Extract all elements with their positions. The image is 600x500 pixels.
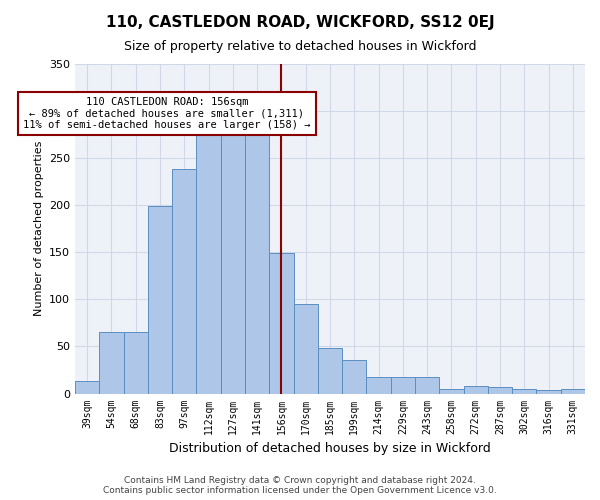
Bar [196,132,221,394]
Y-axis label: Number of detached properties: Number of detached properties [34,141,44,316]
Bar [100,332,124,394]
Bar [221,130,245,394]
Bar [318,348,342,394]
Bar [488,387,512,394]
Bar [172,170,196,394]
Bar [464,386,488,394]
Text: Size of property relative to detached houses in Wickford: Size of property relative to detached ho… [124,40,476,53]
Bar [439,389,464,394]
Bar [148,206,172,394]
Bar [391,376,415,394]
Bar [536,390,561,394]
Bar [293,304,318,394]
Bar [269,254,293,394]
Bar [124,332,148,394]
Bar [415,376,439,394]
Bar [367,376,391,394]
Bar [75,382,100,394]
Bar [561,389,585,394]
Text: Contains HM Land Registry data © Crown copyright and database right 2024.
Contai: Contains HM Land Registry data © Crown c… [103,476,497,495]
Bar [512,389,536,394]
Text: 110 CASTLEDON ROAD: 156sqm
← 89% of detached houses are smaller (1,311)
11% of s: 110 CASTLEDON ROAD: 156sqm ← 89% of deta… [23,97,311,130]
Bar [245,120,269,394]
Text: 110, CASTLEDON ROAD, WICKFORD, SS12 0EJ: 110, CASTLEDON ROAD, WICKFORD, SS12 0EJ [106,15,494,30]
Bar [342,360,367,394]
X-axis label: Distribution of detached houses by size in Wickford: Distribution of detached houses by size … [169,442,491,455]
